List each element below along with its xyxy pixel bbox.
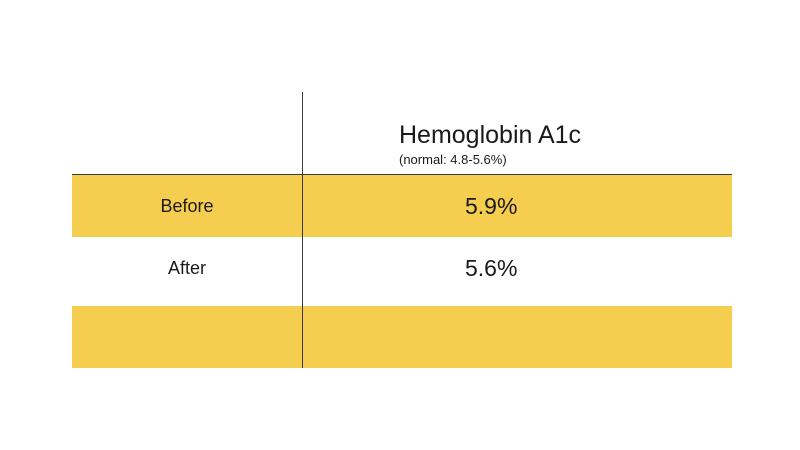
column-divider	[302, 92, 303, 368]
row-value-cell: 5.6%	[303, 237, 732, 299]
row-value: 5.9%	[465, 193, 518, 219]
column-subheader: (normal: 4.8-5.6%)	[399, 152, 507, 167]
table-row-after: After 5.6%	[72, 237, 732, 299]
row-label: Before	[160, 196, 214, 216]
results-table: Hemoglobin A1c (normal: 4.8-5.6%) Before…	[72, 92, 732, 368]
row-value-cell: 5.9%	[303, 175, 732, 237]
table-row-before: Before 5.9%	[72, 175, 732, 237]
column-header: Hemoglobin A1c	[399, 121, 582, 149]
column-header-cell: Hemoglobin A1c (normal: 4.8-5.6%)	[303, 92, 732, 174]
table-row-empty	[72, 306, 732, 368]
row-label: After	[167, 258, 206, 278]
row-label	[72, 306, 302, 368]
row-value: 5.6%	[465, 255, 518, 281]
header-divider	[72, 174, 732, 175]
row-value-cell	[303, 306, 732, 368]
